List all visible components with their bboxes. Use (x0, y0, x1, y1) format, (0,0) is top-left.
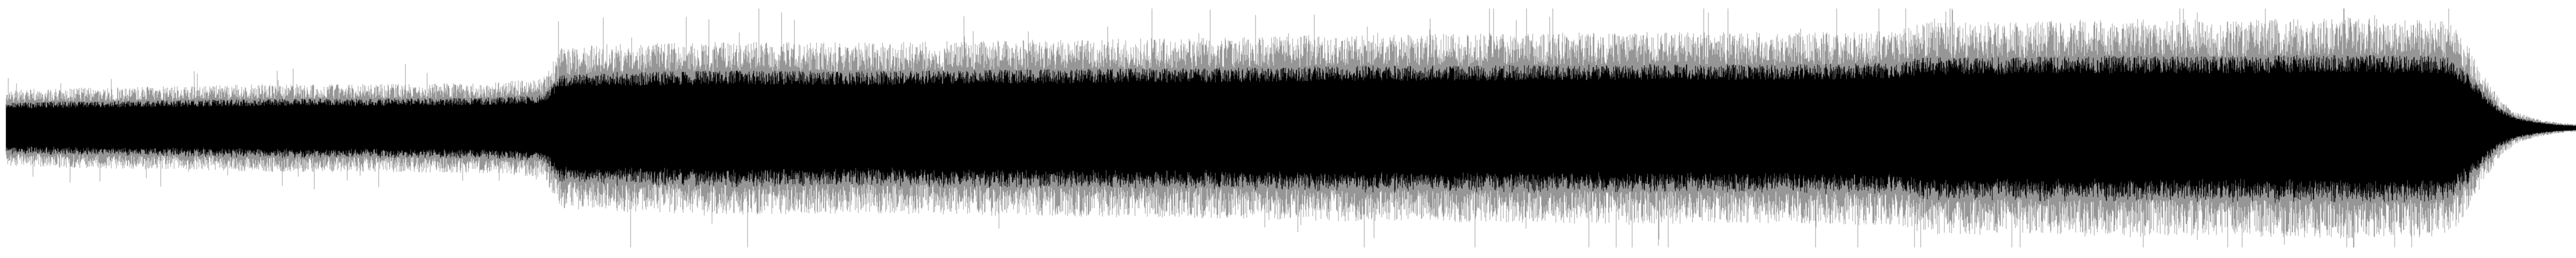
waveform-peaks (6, 8, 2576, 248)
waveform-core-body (6, 55, 2576, 203)
